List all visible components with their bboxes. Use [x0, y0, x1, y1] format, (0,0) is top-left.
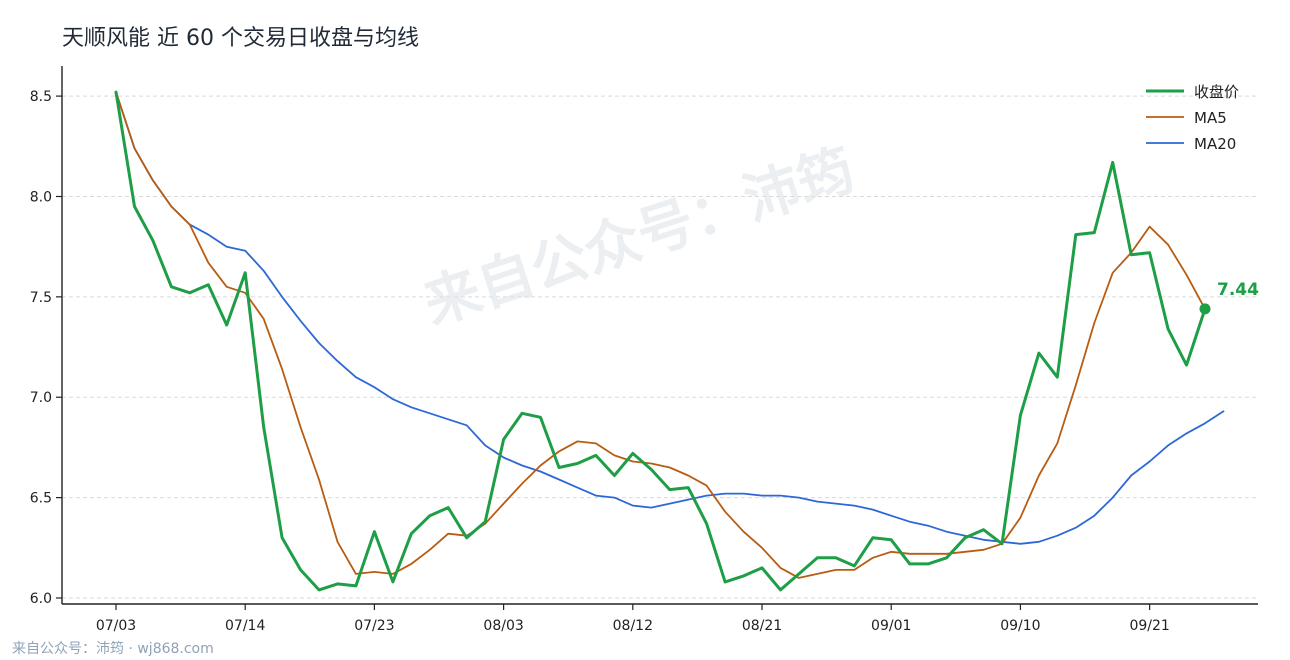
watermark: 来自公众号：沛筠: [416, 137, 862, 337]
y-tick-label: 6.0: [30, 591, 52, 607]
y-tick-label: 8.5: [30, 89, 52, 105]
legend-label: MA20: [1194, 135, 1236, 153]
x-tick-label: 07/23: [354, 618, 394, 634]
grid-lines: [62, 95, 1258, 599]
x-tick-label: 09/10: [1000, 618, 1040, 634]
legend: 收盘价 MA5 MA20: [1146, 83, 1239, 153]
x-tick-label: 07/14: [225, 618, 265, 634]
y-tick-label: 7.0: [30, 390, 52, 406]
axes: 6.0 6.5 7.0 7.5 8.0 8.5 07/03 07/14 07/23 08/03 08…: [30, 66, 1258, 634]
x-tick-label: 07/03: [96, 618, 136, 634]
x-tick-label: 09/21: [1129, 618, 1169, 634]
y-tick-label: 7.5: [30, 290, 52, 306]
chart-title: 天顺风能 近 60 个交易日收盘与均线: [62, 26, 419, 51]
x-tick-label: 09/01: [871, 618, 911, 634]
legend-label: MA5: [1194, 109, 1227, 127]
series-line-2: [115, 91, 1225, 545]
series-line-1: [115, 91, 1206, 579]
last-point-marker: [1199, 303, 1211, 315]
y-tick-label: 8.0: [30, 189, 52, 205]
x-tick-label: 08/03: [483, 618, 523, 634]
y-tick-label: 6.5: [30, 491, 52, 507]
x-tick-label: 08/12: [613, 618, 653, 634]
series-line-0: [114, 90, 1207, 592]
legend-label: 收盘价: [1194, 83, 1239, 101]
x-tick-label: 08/21: [742, 618, 782, 634]
footer-credit: 来自公众号：沛筠 · wj868.com: [12, 641, 214, 657]
series-layer: 7.44: [114, 90, 1259, 592]
last-value-label: 7.44: [1217, 280, 1259, 300]
